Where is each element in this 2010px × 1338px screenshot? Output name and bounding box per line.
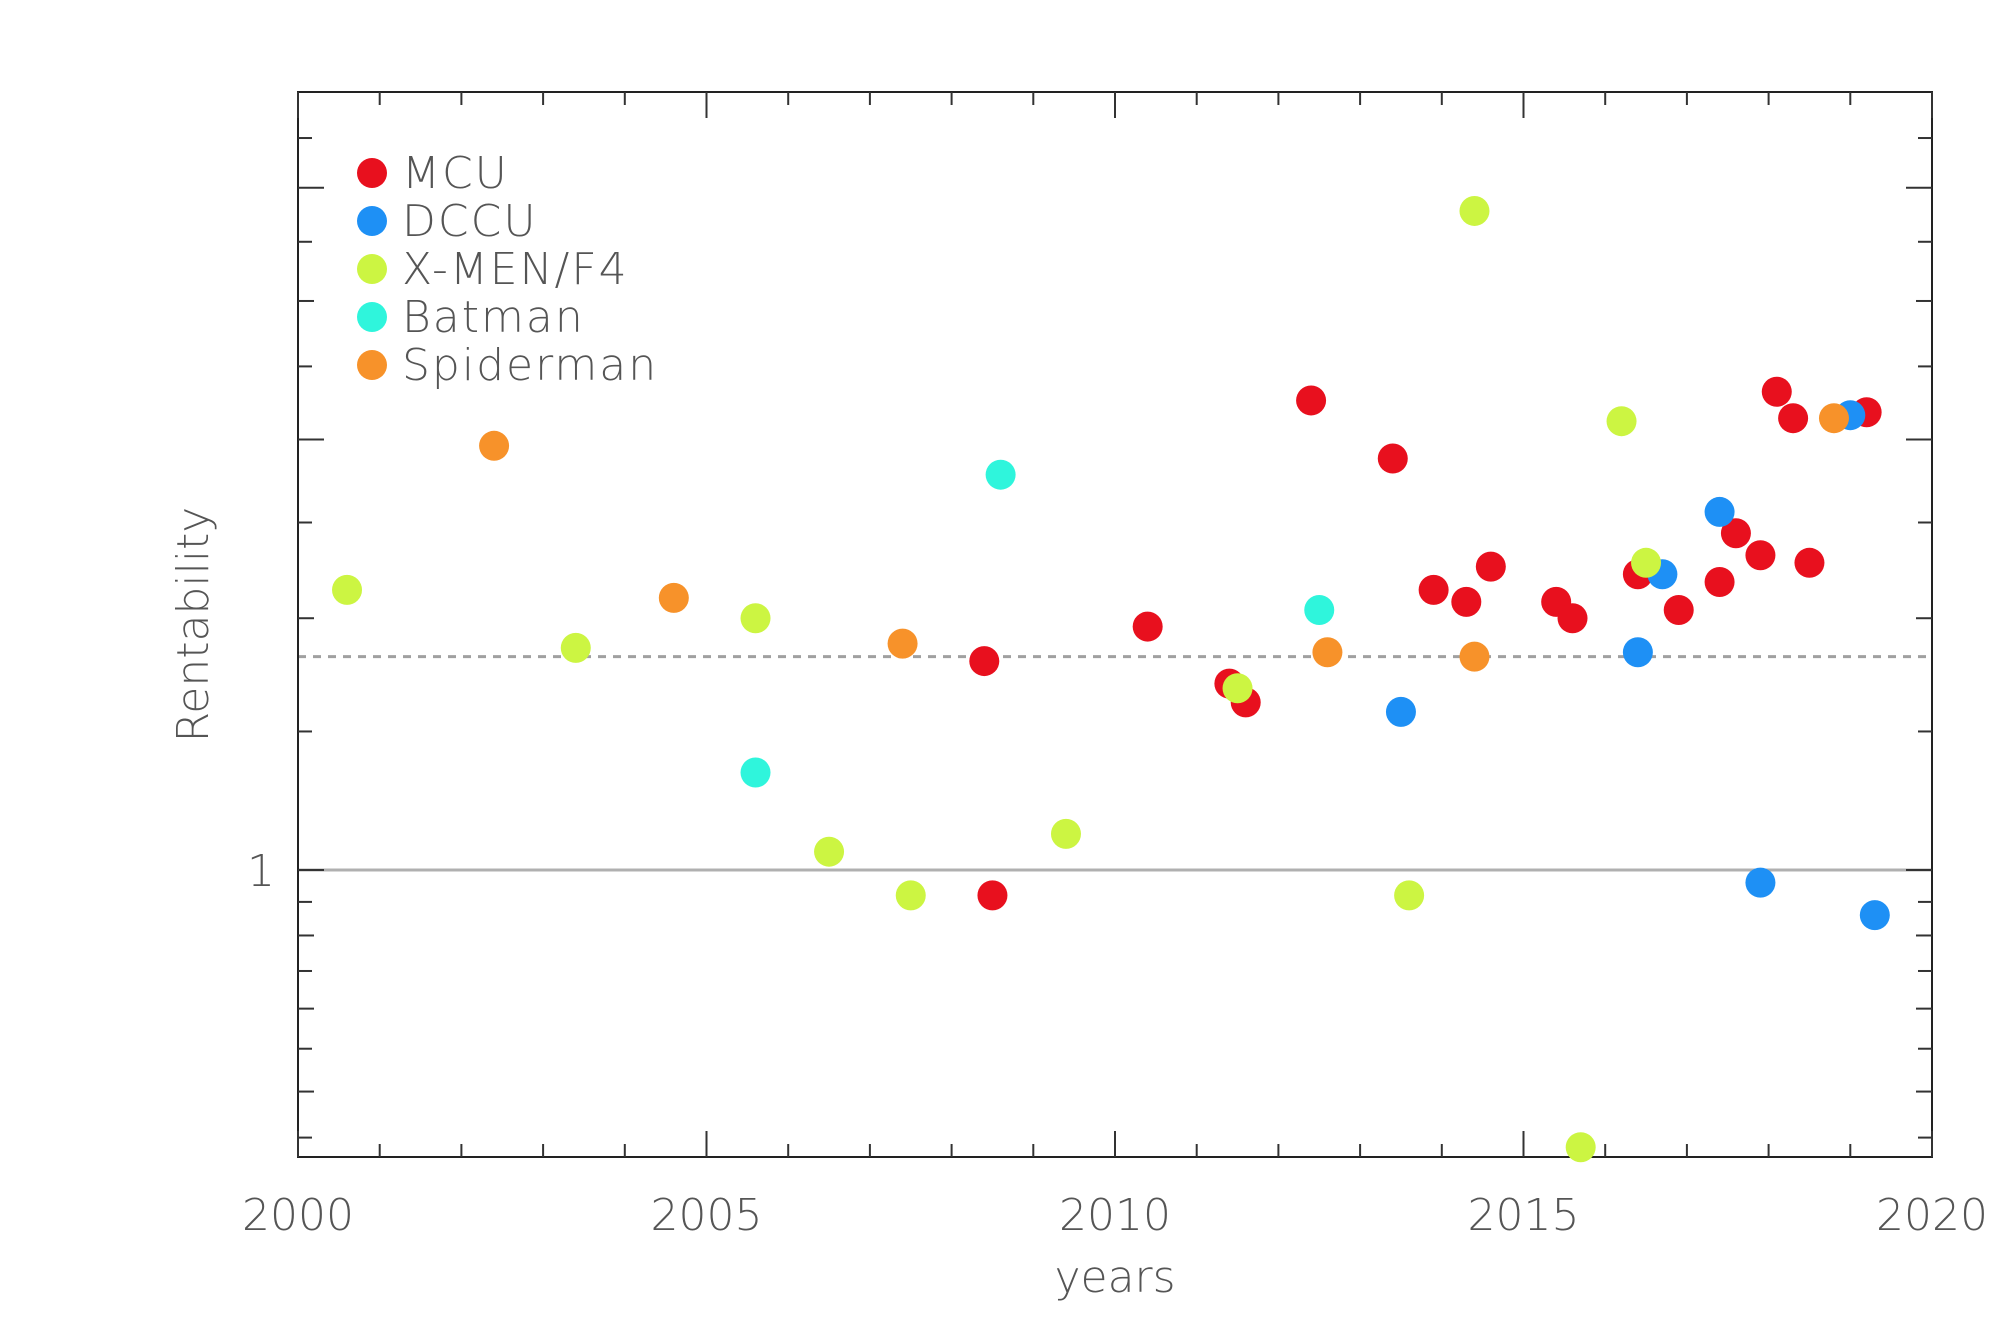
point-batman [985, 459, 1016, 490]
legend-marker-batman [357, 302, 387, 332]
point-spiderman [479, 430, 510, 461]
point-x-men-f4 [332, 574, 363, 605]
point-mcu [1296, 385, 1327, 416]
point-mcu [1704, 567, 1735, 598]
point-x-men-f4 [1631, 547, 1662, 578]
point-mcu [1132, 611, 1163, 642]
point-dccu [1704, 496, 1735, 527]
legend-label-spiderman: Spiderman [402, 340, 658, 391]
point-mcu [1377, 443, 1408, 474]
legend-marker-mcu [357, 158, 387, 188]
point-x-men-f4 [1606, 406, 1637, 437]
point-x-men-f4 [1565, 1132, 1596, 1163]
point-batman [740, 757, 771, 788]
x-tick-label: 2010 [1059, 1190, 1171, 1241]
point-spiderman [1818, 403, 1849, 434]
legend-label-dccu: DCCU [402, 196, 538, 247]
point-mcu [1794, 547, 1825, 578]
x-tick-label: 2000 [242, 1190, 354, 1241]
point-dccu [1859, 900, 1890, 931]
legend-marker-dccu [357, 206, 387, 236]
point-spiderman [887, 628, 918, 659]
point-mcu [1745, 540, 1776, 571]
reference-lines [298, 655, 1932, 872]
point-x-men-f4 [1222, 673, 1253, 704]
point-mcu [1778, 403, 1809, 434]
point-dccu [1745, 867, 1776, 898]
data-points [332, 195, 1890, 1163]
point-mcu [969, 646, 1000, 677]
point-mcu [977, 880, 1008, 911]
point-x-men-f4 [895, 880, 926, 911]
y-axis-label: Rentability [168, 507, 219, 743]
point-x-men-f4 [1050, 818, 1081, 849]
point-batman [1304, 595, 1335, 626]
point-mcu [1663, 595, 1694, 626]
point-mcu [1418, 574, 1449, 605]
legend-marker-spiderman [357, 350, 387, 380]
x-axis-label: years [1054, 1252, 1175, 1303]
y-tick-label: 1 [247, 846, 275, 897]
point-mcu [1720, 518, 1751, 549]
x-tick-label: 2020 [1876, 1190, 1988, 1241]
point-x-men-f4 [1459, 195, 1490, 226]
point-mcu [1761, 376, 1792, 407]
legend-label-x-men-f4: X-MEN/F4 [402, 244, 629, 295]
point-dccu [1622, 637, 1653, 668]
point-dccu [1385, 696, 1416, 727]
point-spiderman [1312, 637, 1343, 668]
legend-label-mcu: MCU [402, 148, 509, 199]
point-spiderman [1459, 641, 1490, 672]
point-x-men-f4 [1394, 880, 1425, 911]
point-spiderman [658, 582, 689, 613]
point-mcu [1475, 551, 1506, 582]
point-x-men-f4 [814, 836, 845, 867]
point-mcu [1451, 586, 1482, 617]
legend-label-batman: Batman [402, 292, 585, 343]
point-mcu [1557, 603, 1588, 634]
legend-marker-x-men-f4 [357, 254, 387, 284]
point-x-men-f4 [560, 632, 591, 663]
point-x-men-f4 [740, 603, 771, 634]
x-tick-label: 2015 [1468, 1190, 1580, 1241]
x-tick-label: 2005 [651, 1190, 763, 1241]
axes: 2000 2005 2010 2015 2020 1 [242, 91, 1988, 1241]
